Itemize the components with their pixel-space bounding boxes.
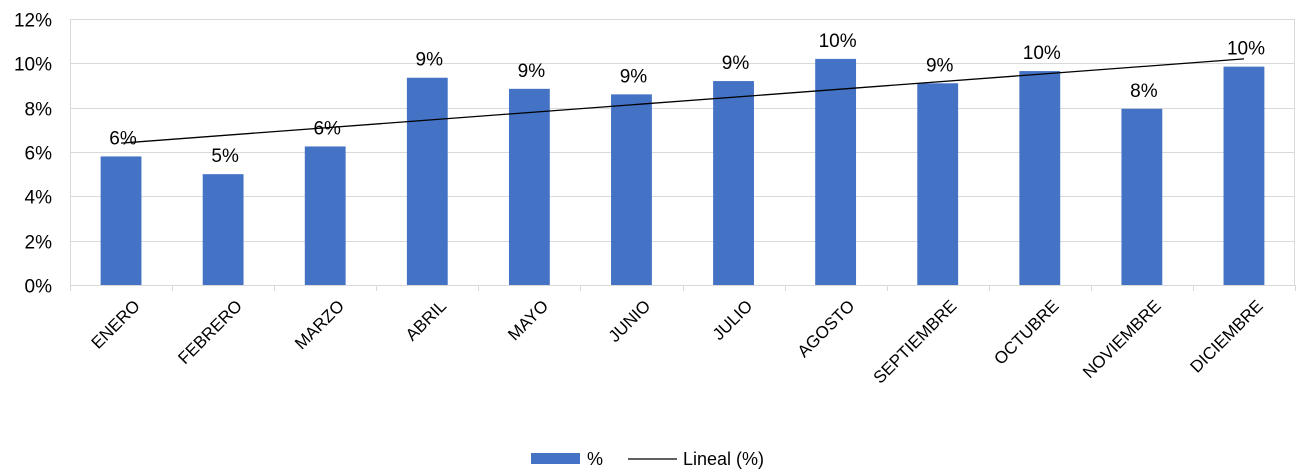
data-labels: 6% 5% 6% 9% 9% 9% 9% 10% 9% 10% 8% 10% [109, 31, 1265, 167]
data-label: 10% [1227, 39, 1265, 60]
gridlines [70, 19, 1296, 291]
data-label: 9% [518, 61, 546, 82]
x-category-label: AGOSTO [794, 296, 859, 361]
legend-label-series: % [587, 449, 603, 469]
x-category-label: OCTUBRE [990, 296, 1062, 368]
x-category-label: JUNIO [605, 296, 654, 345]
x-category-label: DICIEMBRE [1187, 296, 1267, 376]
y-tick-label: 0% [25, 277, 53, 298]
trendline [120, 58, 1245, 144]
bar [1121, 108, 1163, 286]
x-category-label: SEPTIEMBRE [870, 296, 961, 387]
data-label: 9% [416, 50, 444, 71]
y-tick-label: 6% [25, 144, 53, 165]
bar [917, 83, 959, 286]
x-category-label: MAYO [504, 296, 552, 344]
bar [815, 58, 857, 286]
x-category-label: JULIO [709, 296, 757, 344]
data-label: 10% [819, 31, 857, 52]
legend: % Lineal (%) [531, 449, 764, 469]
bar [1223, 66, 1265, 286]
x-category-label: ENERO [88, 296, 144, 352]
bar [202, 174, 244, 285]
data-label: 9% [722, 53, 750, 74]
y-tick-label: 4% [25, 188, 53, 209]
bar-series [100, 58, 1265, 286]
data-label: 9% [926, 55, 954, 76]
legend-swatch-bar [531, 453, 580, 464]
y-axis-tick-labels: 0% 2% 4% 6% 8% 10% 12% [14, 11, 52, 298]
x-category-label: MARZO [291, 296, 348, 353]
data-label: 8% [1130, 81, 1158, 102]
y-tick-label: 2% [25, 233, 53, 254]
x-category-label: FEBRERO [174, 296, 246, 368]
bar [1019, 71, 1061, 285]
bar [304, 146, 346, 285]
bar [100, 156, 142, 285]
x-category-label: ABRIL [402, 296, 450, 344]
y-tick-label: 10% [14, 55, 52, 76]
trendline-line [120, 58, 1245, 144]
y-tick-label: 8% [25, 100, 53, 121]
x-category-label: NOVIEMBRE [1079, 296, 1165, 382]
bar [611, 94, 652, 285]
data-label: 6% [313, 118, 341, 139]
x-axis-category-labels: ENERO FEBRERO MARZO ABRIL MAYO JUNIO JULIO AGOS… [88, 296, 1267, 387]
y-tick-label: 12% [14, 11, 52, 32]
bar [508, 88, 550, 285]
data-label: 6% [109, 128, 137, 149]
data-label: 10% [1023, 43, 1061, 64]
data-label: 5% [211, 146, 239, 167]
bar [713, 81, 754, 285]
legend-label-trendline: Lineal (%) [683, 449, 764, 469]
data-label: 9% [620, 66, 648, 87]
bar [406, 77, 448, 285]
